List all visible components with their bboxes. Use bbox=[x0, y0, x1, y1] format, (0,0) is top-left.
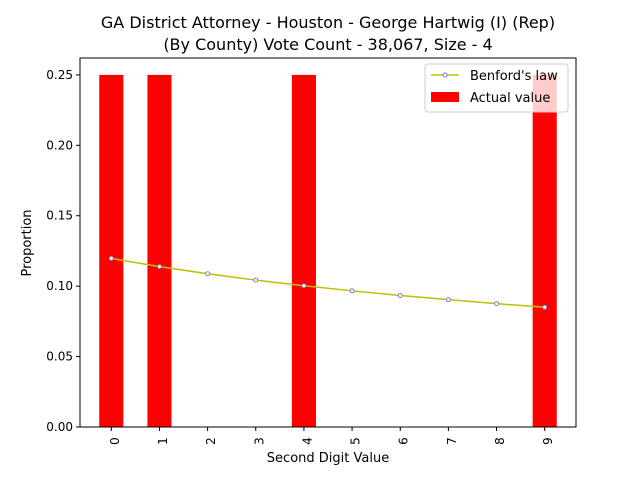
benford-point-digit-5 bbox=[349, 288, 355, 294]
x-tick-label: 0 bbox=[108, 437, 122, 445]
chart-title-line-2: (By County) Vote Count - 38,067, Size - … bbox=[163, 35, 492, 54]
x-tick-label: 9 bbox=[541, 437, 555, 445]
benford-point-digit-1 bbox=[156, 264, 162, 270]
y-tick-label: 0.00 bbox=[46, 420, 73, 434]
benford-point-digit-6 bbox=[397, 292, 403, 298]
y-axis-label: Proportion bbox=[20, 209, 35, 276]
bar-series bbox=[99, 74, 557, 428]
x-tick-label: 7 bbox=[445, 437, 459, 445]
benford-line-series bbox=[108, 255, 548, 310]
bar-digit-4 bbox=[291, 74, 316, 428]
benford-point-digit-4 bbox=[301, 283, 307, 289]
y-tick-label: 0.10 bbox=[46, 279, 73, 293]
x-axis-label: Second Digit Value bbox=[267, 451, 389, 466]
legend-bar-swatch bbox=[431, 92, 459, 102]
x-tick-label: 8 bbox=[493, 437, 507, 445]
benford-point-digit-3 bbox=[253, 277, 259, 283]
benford-point-digit-7 bbox=[445, 297, 451, 303]
legend-frame bbox=[424, 63, 569, 113]
benford-point-digit-9 bbox=[542, 304, 548, 310]
axes: 0.00 0.05 0.10 0.15 0.20 0.25 0 1 2 3 4 5 6 7 8 9 bbox=[46, 57, 577, 445]
benford-point-digit-8 bbox=[494, 301, 500, 307]
benford-line bbox=[111, 257, 545, 309]
axes-frame bbox=[79, 57, 577, 428]
y-tick-label: 0.25 bbox=[46, 68, 73, 82]
legend: Benford's law Actual value bbox=[424, 63, 569, 113]
x-tick-label: 2 bbox=[204, 437, 218, 445]
chart-title-line-1: GA District Attorney - Houston - George … bbox=[101, 13, 555, 32]
x-tick-label: 5 bbox=[349, 437, 363, 445]
x-tick-label: 6 bbox=[397, 437, 411, 445]
x-tick-label: 3 bbox=[252, 437, 266, 445]
x-tick-label: 4 bbox=[300, 437, 314, 445]
bar-digit-1 bbox=[147, 74, 172, 428]
x-tick-label: 1 bbox=[156, 437, 170, 445]
legend-marker-swatch bbox=[442, 72, 448, 78]
bar-digit-9 bbox=[532, 74, 557, 428]
legend-label-benford: Benford's law bbox=[470, 69, 558, 84]
benford-point-digit-0 bbox=[108, 255, 114, 261]
y-tick-label: 0.20 bbox=[46, 138, 73, 152]
y-tick-label: 0.05 bbox=[46, 350, 73, 364]
benford-point-digit-2 bbox=[205, 271, 211, 277]
y-tick-label: 0.15 bbox=[46, 209, 73, 223]
bar-digit-0 bbox=[99, 74, 124, 428]
legend-label-actual: Actual value bbox=[470, 91, 550, 106]
